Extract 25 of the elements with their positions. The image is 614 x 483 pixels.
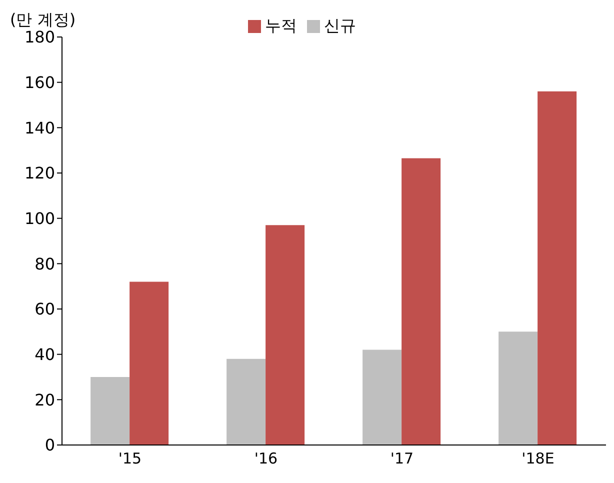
x-tick-label: '15 bbox=[118, 450, 142, 468]
y-tick-label: 180 bbox=[24, 28, 55, 47]
y-tick-label: 40 bbox=[34, 345, 55, 364]
y-tick-label: 60 bbox=[34, 300, 55, 319]
bar bbox=[498, 332, 538, 445]
bar bbox=[90, 377, 130, 445]
bar bbox=[130, 282, 169, 445]
bar bbox=[402, 158, 441, 445]
x-tick-label: '16 bbox=[254, 450, 278, 468]
y-tick-label: 0 bbox=[44, 436, 55, 455]
y-tick-label: 140 bbox=[24, 118, 55, 138]
bar bbox=[362, 350, 402, 445]
y-tick-label: 100 bbox=[24, 209, 55, 228]
y-tick-label: 160 bbox=[24, 73, 55, 92]
legend-label: 누적 bbox=[265, 16, 297, 35]
bar bbox=[226, 358, 266, 445]
y-axis-title: (만 계정) bbox=[10, 10, 76, 30]
bar bbox=[538, 91, 577, 445]
legend-label: 신규 bbox=[324, 16, 356, 35]
bar bbox=[266, 225, 305, 445]
y-tick-label: 120 bbox=[24, 164, 55, 183]
x-tick-label: '18E bbox=[522, 450, 554, 468]
x-tick-label: '17 bbox=[390, 450, 414, 468]
y-tick-label: 80 bbox=[34, 254, 55, 274]
y-tick-label: 20 bbox=[34, 390, 55, 410]
